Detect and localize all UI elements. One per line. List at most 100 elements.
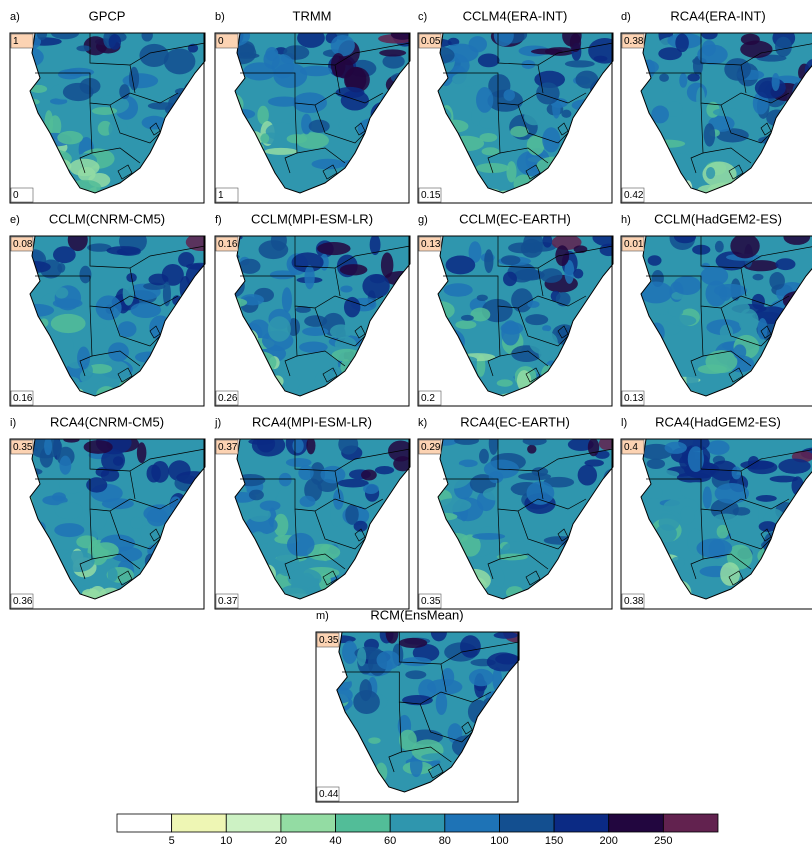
rain-patch bbox=[479, 132, 498, 143]
rain-patch bbox=[277, 584, 313, 599]
rain-patch bbox=[479, 448, 489, 464]
border bbox=[322, 367, 338, 383]
border bbox=[690, 102, 704, 174]
rain-patch bbox=[468, 241, 482, 263]
rain-patch bbox=[523, 108, 545, 126]
border bbox=[117, 164, 133, 180]
rain-patch bbox=[108, 34, 122, 50]
rain-patch bbox=[148, 273, 169, 286]
top-value: 0.29 bbox=[421, 442, 441, 453]
rain-patch bbox=[641, 281, 673, 304]
border bbox=[354, 528, 366, 542]
rain-patch bbox=[335, 58, 354, 79]
panel-title: GPCP bbox=[89, 8, 126, 23]
rain-patch bbox=[669, 315, 697, 327]
colorbar-box bbox=[499, 813, 555, 833]
rain-patch bbox=[62, 550, 95, 573]
rain-patch bbox=[490, 566, 505, 591]
border bbox=[109, 307, 161, 347]
rain-patch bbox=[317, 242, 351, 256]
coastline bbox=[234, 438, 411, 600]
rain-patch bbox=[569, 33, 582, 53]
rain-patch bbox=[278, 472, 292, 487]
bottom-value-box bbox=[215, 593, 239, 609]
rain-patch bbox=[708, 115, 735, 132]
map-frame bbox=[417, 235, 613, 407]
border bbox=[702, 147, 752, 164]
bottom-value-box bbox=[215, 390, 239, 406]
colorbar-label: 40 bbox=[329, 835, 341, 847]
rain-patch bbox=[281, 287, 292, 313]
rain-patch bbox=[661, 79, 672, 95]
border bbox=[499, 553, 549, 570]
rain-patch bbox=[95, 467, 110, 477]
rain-patch bbox=[472, 532, 506, 540]
rain-patch bbox=[141, 33, 153, 42]
rain-patch bbox=[709, 460, 738, 481]
rain-patch bbox=[651, 105, 669, 124]
rain-patch bbox=[259, 500, 281, 511]
map-panel: 0.35 0.44 bbox=[315, 631, 520, 803]
rain-patch bbox=[542, 127, 561, 153]
rain-patch bbox=[54, 287, 69, 299]
border bbox=[117, 367, 133, 383]
rain-patch bbox=[108, 342, 129, 362]
rain-patch bbox=[666, 101, 683, 117]
rain-patch bbox=[339, 264, 368, 276]
rain-patch bbox=[539, 268, 563, 283]
rain-patch bbox=[336, 687, 353, 704]
rain-patch bbox=[257, 105, 269, 125]
rain-patch bbox=[286, 134, 308, 144]
top-value: 0.16 bbox=[218, 239, 238, 250]
rain-patch bbox=[146, 464, 161, 483]
rain-patch bbox=[598, 439, 613, 450]
rain-patch bbox=[769, 475, 798, 483]
rain-patch bbox=[340, 285, 353, 293]
rain-patch bbox=[588, 38, 613, 64]
rain-patch bbox=[500, 321, 524, 335]
rain-patch bbox=[185, 236, 205, 252]
rain-patch bbox=[493, 33, 514, 47]
rain-patch bbox=[658, 47, 682, 61]
rain-patch bbox=[655, 307, 668, 316]
border bbox=[354, 325, 366, 339]
rain-patch bbox=[775, 36, 792, 57]
colorbar-box bbox=[662, 813, 719, 833]
coastline bbox=[437, 438, 614, 600]
bottom-value: 0.37 bbox=[218, 596, 238, 607]
rain-patch bbox=[130, 302, 162, 318]
rain-patch bbox=[304, 315, 328, 327]
rain-patch bbox=[77, 346, 91, 370]
rain-patch bbox=[92, 542, 119, 560]
border bbox=[740, 470, 747, 500]
map-panel: 0.13 0.2 bbox=[417, 235, 614, 407]
rain-patch bbox=[54, 501, 83, 520]
border bbox=[284, 305, 298, 377]
map-frame bbox=[214, 32, 410, 204]
top-value-box bbox=[418, 33, 442, 49]
rain-patch bbox=[503, 271, 517, 287]
rain-patch bbox=[731, 466, 742, 480]
border bbox=[487, 102, 501, 174]
border bbox=[109, 510, 161, 550]
panel-letter: g) bbox=[418, 214, 428, 226]
bottom-value: 0.42 bbox=[624, 190, 644, 201]
border bbox=[487, 305, 501, 377]
rain-patch bbox=[334, 336, 357, 353]
rain-patch bbox=[301, 113, 312, 135]
rain-patch bbox=[333, 489, 344, 510]
rain-patch bbox=[83, 440, 113, 454]
border bbox=[557, 122, 569, 136]
bottom-value: 0.35 bbox=[421, 596, 441, 607]
rain-patch bbox=[260, 133, 270, 144]
rain-patch bbox=[271, 54, 295, 79]
rain-patch bbox=[696, 86, 705, 111]
rain-patch bbox=[680, 506, 695, 525]
bottom-value: 0.16 bbox=[13, 393, 33, 404]
rain-patch bbox=[299, 341, 328, 353]
rain-patch bbox=[343, 296, 361, 318]
border bbox=[537, 267, 544, 297]
rain-patch bbox=[783, 236, 811, 245]
panel-letter: k) bbox=[418, 417, 427, 429]
border bbox=[740, 267, 747, 297]
